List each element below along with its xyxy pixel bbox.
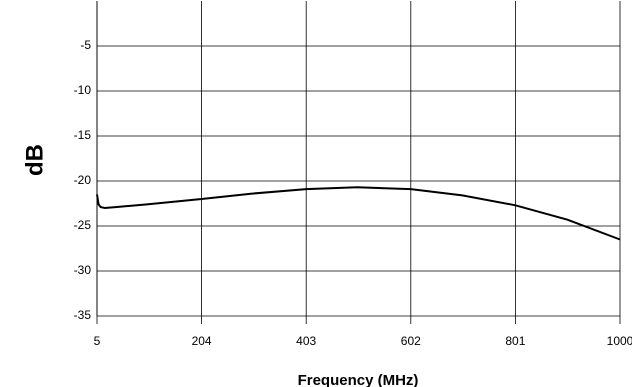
x-tick-label: 602 xyxy=(401,334,421,348)
y-tick-label: -20 xyxy=(74,173,92,187)
x-tick-label: 1000 xyxy=(607,334,632,348)
data-line xyxy=(96,186,621,241)
x-tick-label: 801 xyxy=(505,334,525,348)
x-tick-label: 5 xyxy=(94,334,101,348)
y-tick-label: -25 xyxy=(74,218,92,232)
x-tick-label: 204 xyxy=(192,334,212,348)
y-tick-label: -30 xyxy=(74,263,92,277)
y-axis-label: dB xyxy=(21,144,48,176)
y-tick-label: -35 xyxy=(74,308,92,322)
x-tick-label: 403 xyxy=(296,334,316,348)
x-axis-label: Frequency (MHz) xyxy=(298,372,419,387)
y-tick-label: -5 xyxy=(80,38,91,52)
y-tick-label: -10 xyxy=(74,83,92,97)
y-tick-label: -15 xyxy=(74,128,92,142)
